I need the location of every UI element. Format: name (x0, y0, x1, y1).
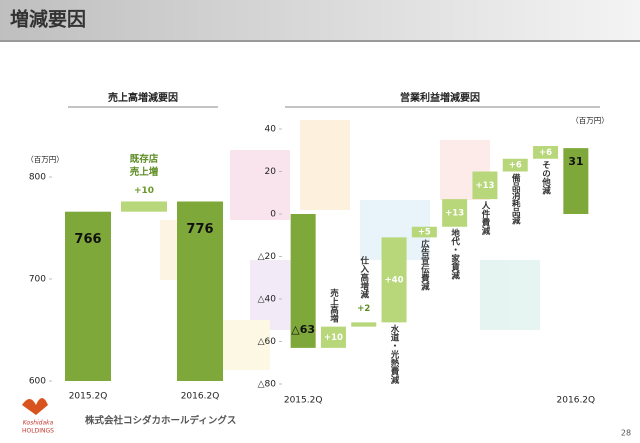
x-tick-label: 2015.2Q (284, 396, 323, 406)
value-label: +13 (475, 181, 494, 191)
company-name: 株式会社コシダカホールディングス (85, 415, 236, 427)
category-label-text: 既存店売上増 (129, 154, 159, 179)
value-label: 31 (568, 155, 583, 168)
y-tick-label: △60 (258, 337, 277, 347)
bar (121, 201, 167, 212)
category-label: 既存店売上増 (129, 154, 159, 179)
y-tick-label: △80 (258, 380, 277, 390)
bar (533, 146, 559, 159)
category-label: 水道・光熱費減 (389, 324, 400, 385)
category-label: 売上高増 (328, 288, 339, 324)
y-tick-label: 40 (265, 125, 277, 135)
y-tick-label: 700 (29, 275, 46, 285)
logo-sub: HOLDINGS (22, 428, 54, 435)
value-label: 766 (74, 232, 101, 247)
y-tick-label: △20 (258, 252, 277, 262)
category-label: その他減 (541, 161, 552, 196)
x-tick-label: 2016.2Q (181, 392, 220, 402)
value-label: +10 (324, 333, 343, 343)
value-label: +13 (445, 208, 464, 218)
value-label: +6 (539, 148, 552, 158)
unit-label: （百万円） (26, 155, 64, 164)
category-label: 仕入高増減 (359, 255, 370, 299)
bar (290, 214, 316, 348)
bar (442, 199, 468, 227)
logo-mark (22, 398, 48, 415)
y-tick-label: 0 (270, 210, 276, 220)
x-tick-label: 2016.2Q (557, 396, 596, 406)
header-band (0, 0, 640, 40)
category-label: 広告宣伝費減 (419, 239, 430, 291)
category-label: 地代・家賃減 (450, 228, 461, 280)
value-label: +5 (418, 228, 431, 238)
value-label: 776 (186, 222, 213, 237)
x-tick-label: 2015.2Q (69, 392, 108, 402)
bar (65, 211, 111, 381)
y-tick-label: △40 (258, 295, 277, 305)
category-label: 人件費減 (480, 201, 491, 237)
value-label: +40 (385, 275, 404, 285)
chart-title: 売上高増減要因 (108, 91, 178, 104)
y-tick-label: 600 (29, 377, 46, 387)
y-tick-label: 20 (265, 167, 277, 177)
logo-name: Koshidaka (23, 420, 54, 427)
value-label: +2 (357, 304, 370, 314)
page-title: 増減要因 (10, 8, 86, 31)
page-number: 28 (621, 429, 631, 438)
bar (381, 237, 407, 323)
y-tick-label: 800 (29, 173, 46, 183)
bar (177, 201, 223, 381)
bar (472, 171, 498, 200)
value-label: +6 (509, 161, 522, 171)
bar (502, 158, 528, 172)
bar (563, 148, 589, 214)
value-label: △63 (291, 323, 315, 336)
bar (411, 226, 437, 238)
category-label: 備品消耗品減 (510, 173, 520, 226)
chart-title: 営業利益増減要因 (400, 91, 480, 104)
value-label: +10 (134, 186, 154, 196)
bar (351, 322, 377, 327)
header-rule (0, 40, 640, 42)
unit-label: （百万円） (571, 116, 609, 125)
bar (320, 326, 346, 348)
